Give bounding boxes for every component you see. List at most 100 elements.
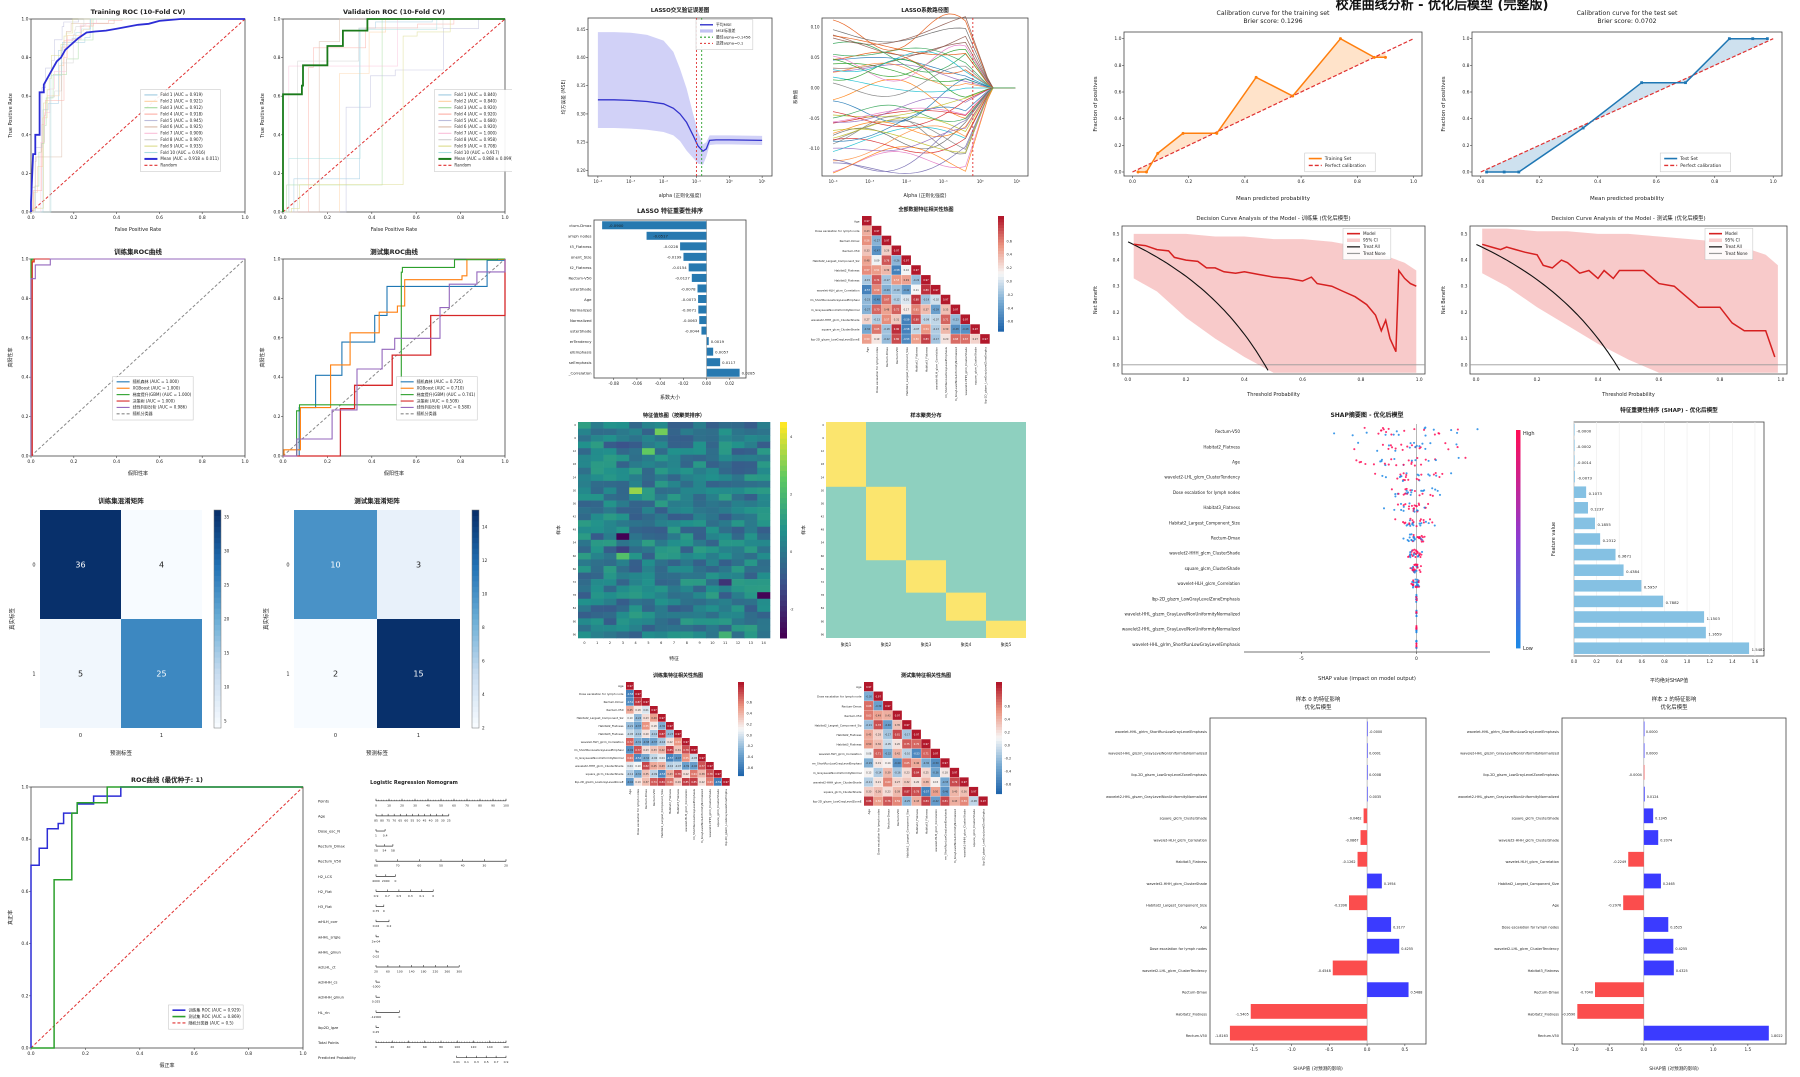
cluster-block [906,560,946,593]
svg-text:Habitat2_Largest_Component_Siz: Habitat2_Largest_Component_Size [1498,882,1559,886]
svg-text:0.64: 0.64 [627,757,633,760]
svg-text:0.20: 0.20 [914,781,920,784]
svg-text:0: 0 [286,563,289,569]
svg-text:wavelet-HHL_glszm_GrayLevelNon: wavelet-HHL_glszm_GrayLevelNonUniformity… [1460,752,1559,756]
svg-text:3: 3 [622,641,624,645]
svg-text:假正率: 假正率 [159,1062,174,1069]
svg-text:0.85: 0.85 [691,781,697,784]
svg-text:square_glcm_ClusterShade: square_glcm_ClusterShade [1185,566,1241,571]
svg-text:-0.23: -0.23 [864,299,871,302]
svg-text:onent_Size: onent_Size [571,255,592,260]
svg-text:84: 84 [821,606,825,610]
svg-text:0.97: 0.97 [973,328,979,331]
legend-box [396,376,478,421]
svg-text:0.39: 0.39 [895,791,901,794]
svg-text:-0.08: -0.08 [971,800,978,803]
svg-text:1.1659: 1.1659 [1708,631,1722,636]
svg-text:0.33: 0.33 [651,749,657,752]
svg-text:1: 1 [417,733,420,739]
shap-contrib-bar [1643,786,1645,802]
svg-text:-0.27: -0.27 [874,240,881,243]
svg-text:35: 35 [435,818,439,822]
svg-text:10⁻⁴: 10⁻⁴ [593,179,602,184]
svg-text:wavelet2-HHH_glcm_ClusterShade: wavelet2-HHH_glcm_ClusterShade [1146,882,1207,886]
svg-text:0: 0 [583,641,585,645]
svg-text:0.5: 0.5 [1675,1047,1682,1052]
svg-text:84: 84 [573,606,577,610]
svg-text:Validation ROC (10-Fold CV): Validation ROC (10-Fold CV) [343,8,445,16]
svg-text:0.87: 0.87 [635,701,641,704]
svg-text:-0.30: -0.30 [659,725,666,728]
svg-text:0.71: 0.71 [943,318,949,321]
svg-text:0.2: 0.2 [747,722,752,726]
svg-text:Fold 1 (AUC = 0.919): Fold 1 (AUC = 0.919) [160,92,203,97]
svg-text:训练集特征相关性热图: 训练集特征相关性热图 [653,672,703,679]
svg-text:1: 1 [160,733,163,739]
svg-text:0.66: 0.66 [667,781,673,784]
svg-text:0.2: 0.2 [1005,730,1010,734]
svg-text:75: 75 [386,818,390,822]
svg-text:0.4255: 0.4255 [1675,947,1687,951]
svg-text:训练集ROC曲线: 训练集ROC曲线 [114,247,162,256]
svg-text:0.4: 0.4 [747,712,752,716]
svg-text:2: 2 [482,726,485,731]
svg-text:Dose escalation for lymph node: Dose escalation for lymph nodes [636,788,640,834]
svg-text:0.2: 0.2 [82,1051,89,1057]
svg-text:0: 0 [32,563,35,569]
svg-text:ROC曲线 (最优种子: 1): ROC曲线 (最优种子: 1) [131,775,203,784]
svg-text:0.36: 0.36 [876,743,882,746]
svg-text:0.0: 0.0 [1129,179,1136,185]
svg-text:0.2: 0.2 [1461,310,1468,316]
svg-text:Mean predicted probability: Mean predicted probability [1590,196,1665,202]
svg-text:0.8: 0.8 [457,459,464,465]
svg-text:wavelet-HLH_glcm_Correlation: wavelet-HLH_glcm_Correlation [1177,581,1240,586]
svg-text:-0.02: -0.02 [933,299,940,302]
calib_train-chart: Calibration curve for the training setBr… [1093,10,1423,202]
shap-contrib-bar [1643,938,1674,954]
svg-text:0.01: 0.01 [904,299,910,302]
svg-text:w2HHH_cs: w2HHH_cs [318,981,338,985]
svg-text:24: 24 [573,475,577,479]
svg-text:预测标签: 预测标签 [366,749,389,757]
svg-text:0.18: 0.18 [651,725,657,728]
svg-text:m_GrayLevelNonUniformityNormal: m_GrayLevelNonUniformityNormalized [953,809,957,864]
svg-text:Threshold Probability: Threshold Probability [1601,392,1655,398]
svg-text:wavelet-HHL_glrlm_ShortRunLowG: wavelet-HHL_glrlm_ShortRunLowGrayLevelEm… [1132,642,1240,647]
svg-text:True Positive Rate: True Positive Rate [8,93,14,139]
svg-text:1: 1 [375,834,377,838]
importance-bar [706,347,714,356]
svg-text:0.97: 0.97 [952,772,958,775]
svg-text:0.6: 0.6 [1005,705,1010,709]
svg-text:-0.0154: -0.0154 [672,265,687,270]
svg-text:0.87: 0.87 [904,791,910,794]
svg-text:0.02: 0.02 [373,954,380,958]
svg-text:-0.05: -0.05 [809,116,820,121]
svg-text:wHHL_glnun: wHHL_glnun [318,950,341,954]
svg-text:Habitat3_Flatness: Habitat3_Flatness [1528,969,1560,973]
cluster-block [986,620,1026,638]
svg-text:90: 90 [821,619,825,623]
svg-text:0.53: 0.53 [894,279,900,282]
svg-text:-0.04: -0.04 [655,381,666,386]
svg-text:-0.17: -0.17 [904,733,911,736]
svg-text:0.75: 0.75 [904,743,910,746]
svg-text:1.6: 1.6 [1752,659,1759,664]
svg-text:48: 48 [821,528,825,532]
svg-text:-0.26: -0.26 [893,259,900,262]
svg-text:梯度提升(GBM) (AUC = 1.000): 梯度提升(GBM) (AUC = 1.000) [133,391,192,397]
shap-contrib-bar [1643,917,1669,932]
svg-text:0.3: 0.3 [474,1060,479,1064]
svg-text:0.0057: 0.0057 [715,349,729,354]
svg-text:1.2: 1.2 [1707,659,1714,664]
axes-frame [587,17,773,177]
random-diagonal [282,18,506,213]
svg-text:0.10: 0.10 [635,765,641,768]
svg-text:100: 100 [503,803,509,807]
svg-text:Dose escalation for lymph node: Dose escalation for lymph nodes [1173,490,1240,495]
mse-band [597,32,763,165]
svg-text:Age: Age [1232,460,1240,465]
legend-box [112,376,194,421]
svg-text:LASSO 特征重要性排序: LASSO 特征重要性排序 [637,207,703,215]
svg-text:Random: Random [160,163,177,168]
panel-test-roc-models: 测试集ROC曲线 0.0 0.0 0.2 0.2 0.4 0.4 0.6 0.6 0.8 0.8 1.… [256,244,512,480]
